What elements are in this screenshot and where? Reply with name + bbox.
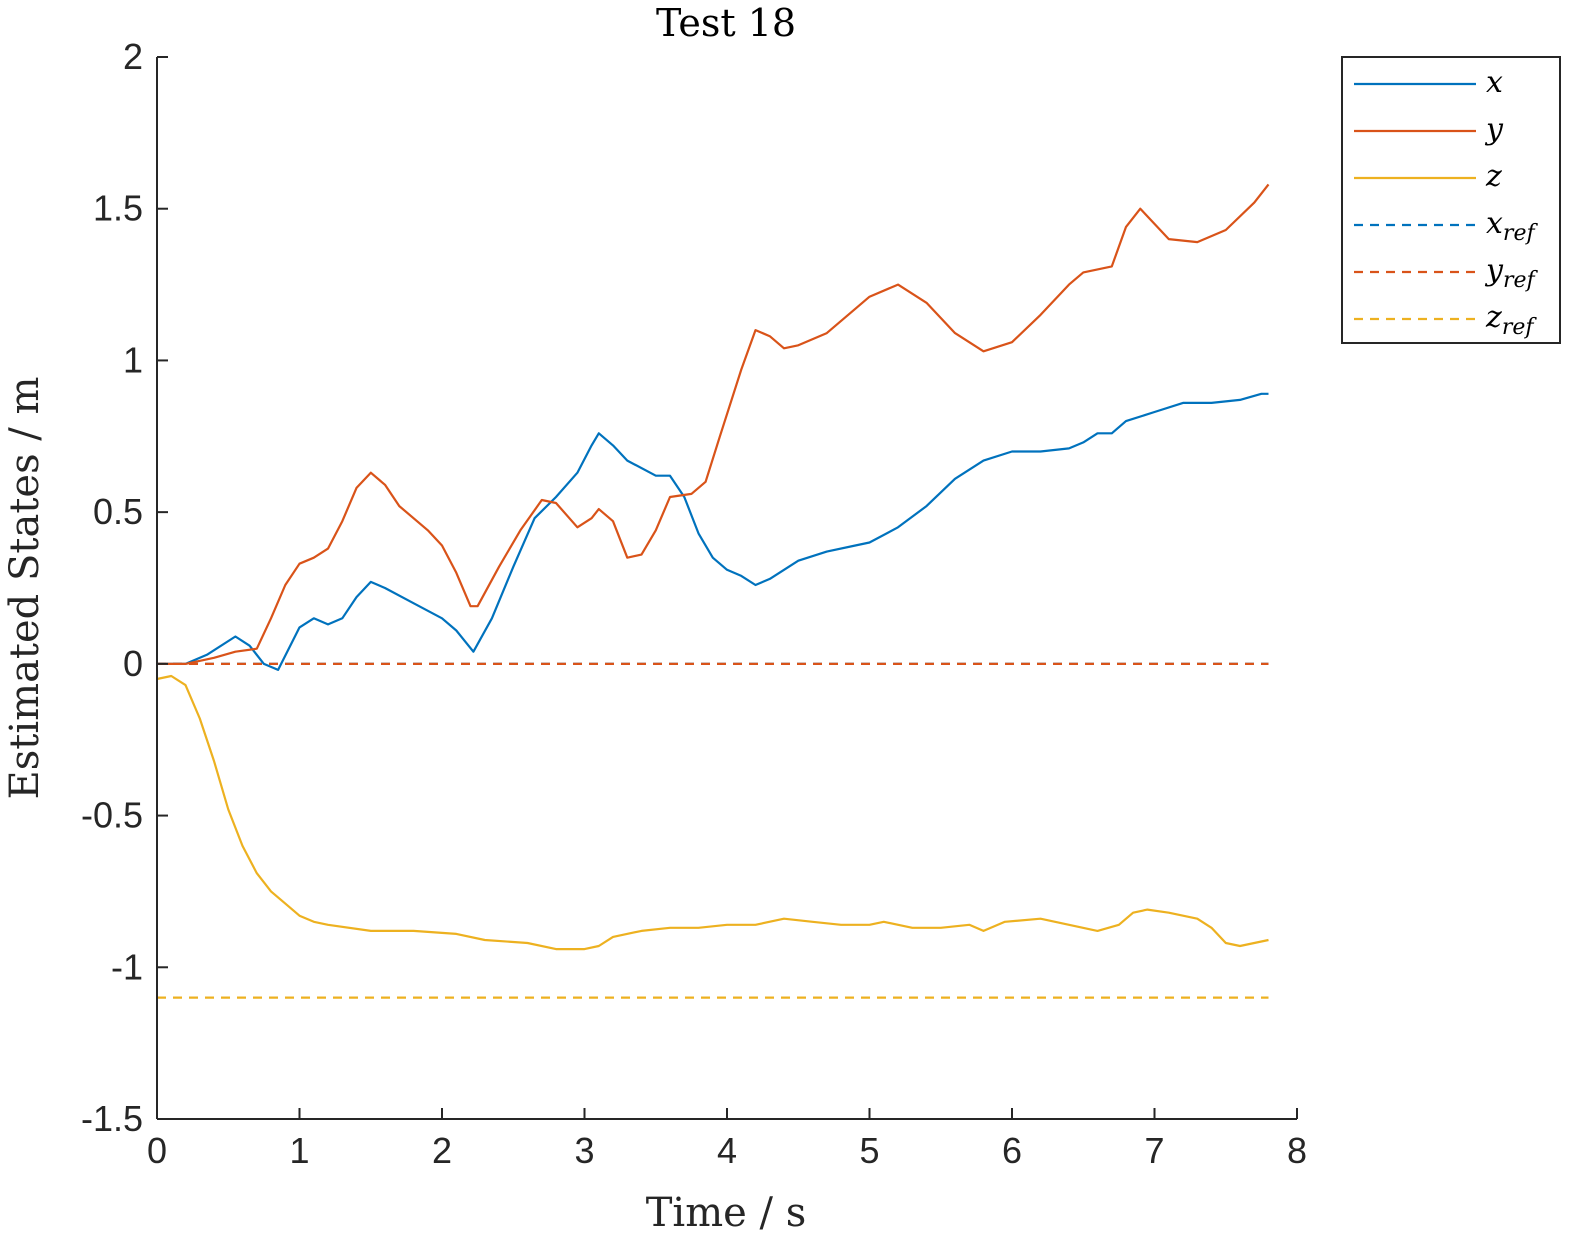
legend-label-main: x	[1486, 206, 1503, 241]
legend-label-z: z	[1485, 159, 1502, 194]
y-tick-label: 0.5	[93, 491, 143, 532]
legend-label-subscript: ref	[1502, 315, 1538, 340]
legend-box	[1341, 56, 1561, 344]
legend-label-subscript: ref	[1503, 221, 1539, 246]
x-tick-label: 7	[1144, 1130, 1164, 1171]
x-axis-title: Time / s	[646, 1190, 807, 1236]
x-tick-label: 5	[859, 1130, 879, 1171]
series-line-y	[157, 183, 1270, 665]
series-line-z	[156, 674, 1269, 951]
legend-label-main: y	[1484, 112, 1504, 147]
x-tick-label: 1	[289, 1130, 309, 1171]
x-tick-label: 8	[1287, 1130, 1307, 1171]
legend-label-z-ref: zref	[1485, 300, 1537, 340]
y-tick-label: 0	[123, 643, 143, 684]
series-layer	[156, 183, 1270, 999]
legend-label-main: z	[1485, 300, 1502, 335]
series-line-x	[157, 392, 1269, 671]
legend-label-main: z	[1485, 159, 1502, 194]
x-tick-label: 2	[432, 1130, 452, 1171]
legend-label-main: y	[1484, 253, 1504, 288]
axes	[156, 57, 1297, 1120]
y-tick-label: -1.5	[81, 1098, 143, 1139]
legend-label-subscript: ref	[1503, 268, 1539, 293]
y-tick-label: -0.5	[81, 795, 143, 836]
x-tick-label: 4	[717, 1130, 737, 1171]
y-tick-label: -1	[111, 946, 143, 987]
y-axis-title: Estimated States / m	[2, 377, 48, 800]
legend-label-y-ref: yref	[1484, 253, 1538, 293]
legend-label-x-ref: xref	[1486, 206, 1538, 246]
legend-label-main: x	[1486, 65, 1503, 100]
x-tick-label: 6	[1002, 1130, 1022, 1171]
y-tick-label: 1	[123, 339, 143, 380]
x-tick-label: 3	[574, 1130, 594, 1171]
ticks: 0 1 2 3 4 5 6 7 8 2 1.5 1 0.5 0 -0.5 -1 -1.5	[81, 36, 1307, 1171]
legend-label-y: y	[1484, 112, 1504, 147]
chart-title: Test 18	[656, 1, 796, 45]
y-tick-label: 1.5	[93, 188, 143, 229]
y-tick-label: 2	[123, 36, 143, 77]
x-tick-label: 0	[147, 1130, 167, 1171]
legend-label-x: x	[1486, 65, 1503, 100]
